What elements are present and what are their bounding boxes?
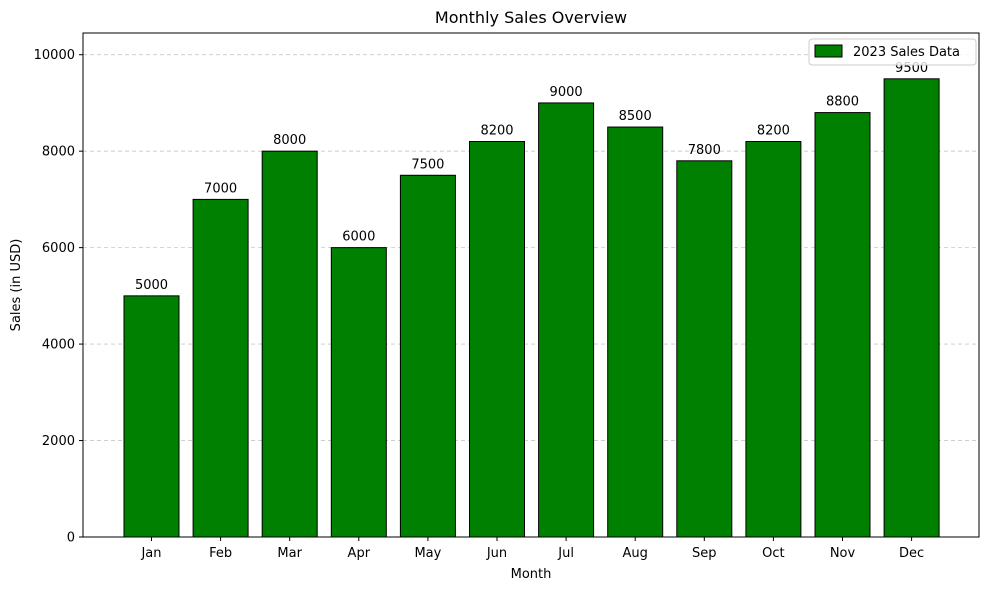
bar-dec — [883, 78, 940, 538]
x-tick-label: Feb — [209, 546, 232, 561]
y-tick-label: 6000 — [42, 241, 75, 256]
x-tick-label: Nov — [830, 546, 856, 561]
x-tick-label: Jan — [140, 546, 161, 561]
bar-value-label: 8500 — [619, 109, 652, 124]
bar-value-label: 7500 — [411, 157, 444, 172]
bar-apr — [330, 247, 387, 538]
y-tick-label: 2000 — [42, 434, 75, 449]
x-tick-label: Sep — [692, 546, 717, 561]
chart-title: Monthly Sales Overview — [435, 8, 627, 27]
bar-value-label: 7800 — [688, 143, 721, 158]
bar-value-label: 5000 — [135, 278, 168, 293]
bar-sep — [676, 160, 733, 538]
x-tick-label: May — [414, 546, 441, 561]
bar-jul — [538, 102, 595, 538]
legend: 2023 Sales Data — [808, 38, 977, 66]
bar-value-label: 7000 — [204, 181, 237, 196]
bar-jan — [123, 295, 180, 538]
legend-swatch — [814, 44, 843, 58]
bar-nov — [814, 112, 871, 538]
y-tick-label: 10000 — [34, 48, 75, 63]
bars — [123, 78, 940, 538]
y-tick-label: 4000 — [42, 338, 75, 353]
plot-frame — [82, 32, 980, 538]
x-axis-title: Month — [511, 567, 552, 582]
y-axis-title: Sales (in USD) — [9, 239, 24, 332]
bar-value-label: 8800 — [826, 95, 859, 110]
bar-value-label: 8200 — [757, 124, 790, 139]
legend-box — [808, 38, 977, 66]
bar-may — [399, 174, 456, 538]
x-axis: Jan Feb Mar Apr May Jun Jul Aug Sep Oct Nov Dec — [140, 537, 924, 561]
y-tick-label: 0 — [67, 531, 75, 546]
x-tick-label: Jul — [557, 546, 574, 561]
bar-value-label: 9000 — [550, 85, 583, 100]
x-tick-label: Dec — [899, 546, 924, 561]
bar-value-label: 6000 — [342, 230, 375, 245]
legend-label: 2023 Sales Data — [853, 45, 960, 60]
y-axis: 0 2000 4000 6000 8000 10000 — [34, 48, 83, 546]
bar-jun — [469, 141, 525, 538]
x-tick-label: Aug — [623, 546, 648, 561]
x-tick-label: Apr — [348, 546, 371, 561]
bar-value-label: 8200 — [480, 124, 513, 139]
x-tick-label: Mar — [277, 546, 302, 561]
x-tick-label: Jun — [486, 546, 507, 561]
bar-oct — [745, 141, 802, 538]
y-tick-label: 8000 — [42, 145, 75, 160]
x-tick-label: Oct — [762, 546, 784, 561]
bar-aug — [607, 126, 664, 538]
bar-mar — [261, 150, 318, 538]
bar-value-label: 8000 — [273, 133, 306, 148]
bar-feb — [192, 198, 249, 538]
data-labels: 5000 7000 8000 6000 7500 8200 9000 8500 7800 8200… — [135, 61, 928, 293]
